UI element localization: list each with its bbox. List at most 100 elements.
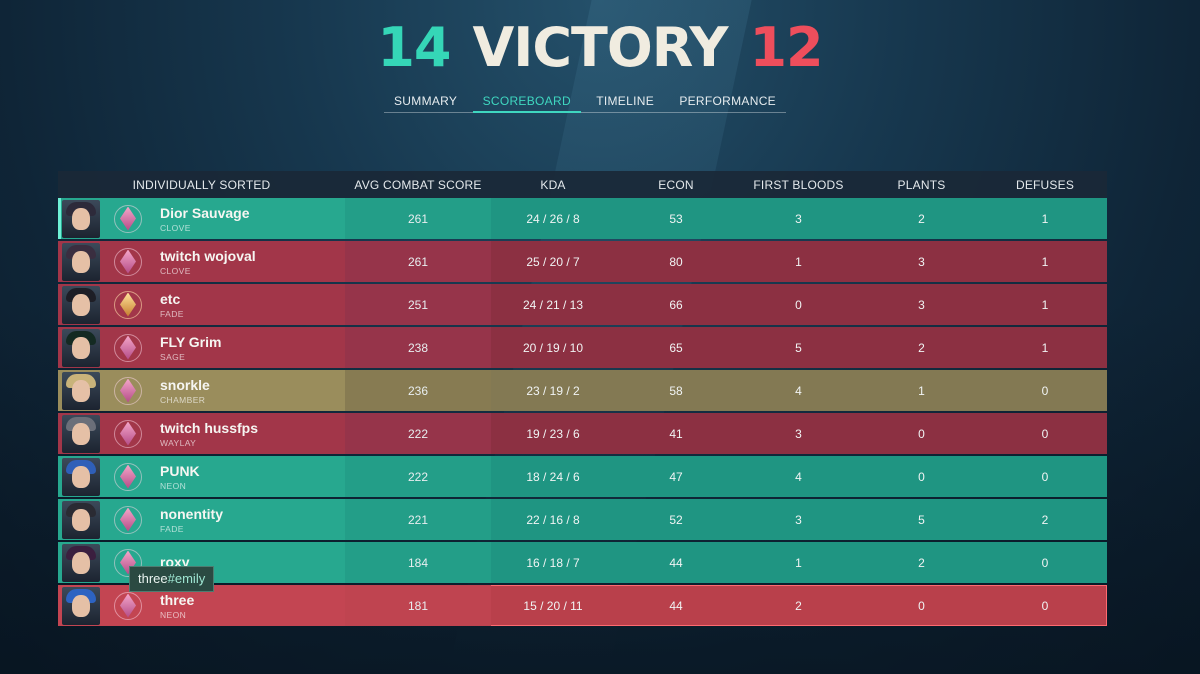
first-bloods-cell: 4 (795, 469, 802, 484)
first-bloods-cell: 3 (795, 426, 802, 441)
first-bloods-cell: 4 (795, 383, 802, 398)
player-cell[interactable]: Dior Sauvage CLOVE (58, 198, 345, 239)
header-defuses[interactable]: DEFUSES (1015, 177, 1075, 192)
kda-cell: 25 / 20 / 7 (526, 254, 580, 269)
scoreboard-table: INDIVIDUALLY SORTED AVG COMBAT SCORE KDA… (58, 171, 1107, 628)
player-cell[interactable]: nonentity FADE (58, 499, 345, 540)
first-bloods-cell: 3 (795, 512, 802, 527)
scoreboard-rows: Dior Sauvage CLOVE 261 24 / 26 / 8 53 3 … (58, 198, 1107, 626)
header-sort-mode[interactable]: INDIVIDUALLY SORTED (132, 177, 271, 192)
table-row[interactable]: twitch wojoval CLOVE 261 25 / 20 / 7 80 … (58, 241, 1107, 282)
player-cell[interactable]: roxy (58, 542, 345, 583)
player-cell-bg (58, 413, 345, 454)
first-bloods-cell: 3 (795, 211, 802, 226)
rank-gem-icon (114, 247, 142, 276)
first-bloods-cell: 2 (795, 598, 802, 613)
header-econ[interactable]: ECON (658, 177, 694, 192)
acs-cell: 261 (345, 198, 491, 239)
tab-timeline[interactable]: TIMELINE (596, 94, 654, 108)
player-agent: WAYLAY (160, 437, 197, 448)
table-row[interactable]: nonentity FADE 221 22 / 16 / 8 52 3 5 2 (58, 499, 1107, 540)
tab-summary[interactable]: SUMMARY (394, 94, 458, 108)
rank-gem-icon (114, 591, 142, 620)
kda-cell: 20 / 19 / 10 (522, 340, 584, 355)
table-row[interactable]: FLY Grim SAGE 238 20 / 19 / 10 65 5 2 1 (58, 327, 1107, 368)
defuses-cell: 0 (1041, 555, 1049, 570)
acs-cell: 222 (345, 413, 491, 454)
defuses-cell: 0 (1041, 426, 1049, 441)
player-names: twitch hussfps WAYLAY (160, 420, 258, 448)
player-cell[interactable]: snorkle CHAMBER (58, 370, 345, 411)
table-row[interactable]: etc FADE 251 24 / 21 / 13 66 0 3 1 (58, 284, 1107, 325)
plants-cell: 2 (918, 555, 925, 570)
header-first-bloods[interactable]: FIRST BLOODS (753, 177, 844, 192)
plants-cell: 1 (918, 383, 925, 398)
plants-cell: 5 (918, 512, 925, 527)
table-row[interactable]: three NEON 181 15 / 20 / 11 44 2 0 0 (58, 585, 1107, 626)
player-name: FLY Grim (160, 333, 222, 350)
agent-portrait-icon (62, 199, 100, 238)
defuses-cell: 0 (1041, 469, 1049, 484)
agent-portrait-icon (62, 586, 100, 625)
table-row[interactable]: PUNK NEON 222 18 / 24 / 6 47 4 0 0 (58, 456, 1107, 497)
player-names: FLY Grim SAGE (160, 334, 221, 362)
econ-cell: 41 (669, 426, 683, 441)
player-name: Dior Sauvage (160, 204, 250, 221)
header-avg-combat-score[interactable]: AVG COMBAT SCORE (354, 177, 482, 192)
kda-cell: 19 / 23 / 6 (526, 426, 580, 441)
tooltip-name: three (138, 571, 168, 586)
kda-cell: 24 / 21 / 13 (522, 297, 584, 312)
player-agent: FADE (160, 308, 184, 319)
table-row[interactable]: snorkle CHAMBER 236 23 / 19 / 2 58 4 1 0 (58, 370, 1107, 411)
acs-cell: 221 (345, 499, 491, 540)
defuses-cell: 1 (1041, 297, 1049, 312)
tab-performance[interactable]: PERFORMANCE (679, 94, 776, 108)
player-cell[interactable]: three NEON (58, 585, 345, 626)
agent-portrait-icon (62, 285, 100, 324)
header-kda[interactable]: KDA (540, 177, 566, 192)
player-cell[interactable]: twitch wojoval CLOVE (58, 241, 345, 282)
player-cell-bg (58, 284, 345, 325)
player-cell-bg (58, 456, 345, 497)
kda-cell: 18 / 24 / 6 (526, 469, 580, 484)
player-cell-bg (58, 370, 353, 411)
agent-portrait-icon (62, 328, 100, 367)
defuses-cell: 1 (1041, 254, 1049, 269)
player-agent: NEON (160, 480, 187, 491)
table-row[interactable]: twitch hussfps WAYLAY 222 19 / 23 / 6 41… (58, 413, 1107, 454)
player-name: three (160, 591, 195, 608)
player-names: snorkle CHAMBER (160, 377, 210, 405)
econ-cell: 58 (669, 383, 683, 398)
rank-gem-icon (114, 376, 142, 405)
rank-gem-icon (114, 462, 142, 491)
plants-cell: 0 (918, 469, 925, 484)
first-bloods-cell: 5 (795, 340, 802, 355)
first-bloods-cell: 1 (795, 555, 802, 570)
player-names: nonentity FADE (160, 506, 223, 534)
table-row[interactable]: roxy 184 16 / 18 / 7 44 1 2 0 (58, 542, 1107, 583)
econ-cell: 53 (669, 211, 683, 226)
econ-cell: 65 (669, 340, 683, 355)
agent-portrait-icon (62, 457, 100, 496)
tab-scoreboard[interactable]: SCOREBOARD (472, 92, 581, 113)
player-agent: NEON (160, 609, 187, 620)
table-row[interactable]: Dior Sauvage CLOVE 261 24 / 26 / 8 53 3 … (58, 198, 1107, 239)
plants-cell: 0 (918, 598, 925, 613)
player-cell[interactable]: twitch hussfps WAYLAY (58, 413, 345, 454)
player-agent: CHAMBER (160, 394, 206, 405)
player-cell[interactable]: FLY Grim SAGE (58, 327, 345, 368)
acs-cell: 238 (345, 327, 491, 368)
agent-portrait-icon (62, 414, 100, 453)
match-result-header: 14 VICTORY 12 (0, 18, 1200, 78)
kda-cell: 16 / 18 / 7 (526, 555, 580, 570)
plants-cell: 3 (918, 297, 925, 312)
player-cell[interactable]: PUNK NEON (58, 456, 345, 497)
player-names: PUNK NEON (160, 463, 200, 491)
player-cell-bg (58, 327, 345, 368)
player-cell[interactable]: etc FADE (58, 284, 345, 325)
rank-gem-icon (114, 505, 142, 534)
defuses-cell: 0 (1041, 383, 1049, 398)
header-plants[interactable]: PLANTS (897, 177, 946, 192)
econ-cell: 47 (669, 469, 683, 484)
first-bloods-cell: 1 (795, 254, 802, 269)
